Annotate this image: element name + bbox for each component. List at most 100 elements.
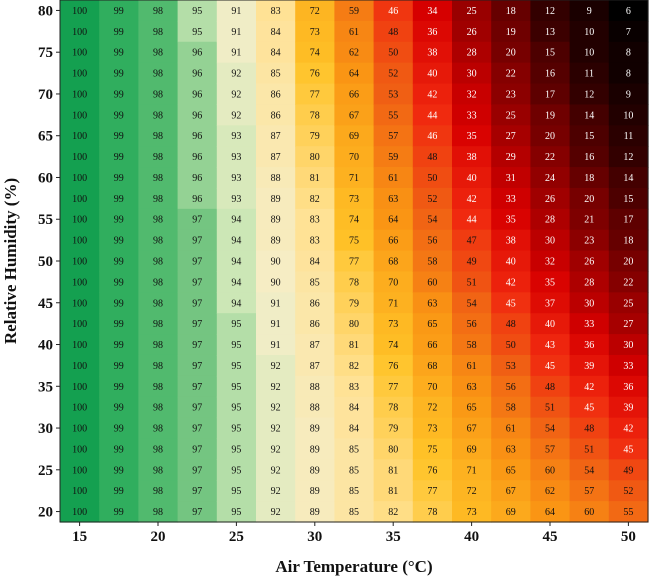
- cell-value-label: 54: [467, 298, 477, 309]
- heatmap-cell: [334, 104, 375, 126]
- cell-value-label: 97: [192, 465, 202, 476]
- heatmap-cell: [295, 0, 335, 22]
- heatmap-cell: [412, 41, 453, 64]
- cell-value-label: 19: [506, 27, 516, 38]
- cell-value-label: 99: [114, 194, 124, 205]
- cell-value-label: 99: [114, 403, 124, 414]
- cell-value-label: 67: [467, 424, 477, 435]
- heatmap-cell: [334, 167, 375, 189]
- cell-value-label: 85: [310, 277, 320, 288]
- heatmap-cell: [373, 41, 414, 64]
- heatmap-cell: [60, 250, 100, 273]
- heatmap-cell: [138, 313, 179, 335]
- heatmap-cell: [334, 271, 375, 293]
- cell-value-label: 78: [388, 403, 398, 414]
- heatmap-cell: [373, 62, 414, 85]
- cell-value-label: 94: [231, 257, 241, 268]
- cell-value-label: 93: [231, 173, 241, 184]
- heatmap-cell: [452, 334, 492, 356]
- heatmap-cell: [256, 459, 296, 481]
- heatmap-cell: [491, 480, 531, 502]
- cell-value-label: 100: [72, 27, 87, 38]
- heatmap-cell: [334, 396, 375, 419]
- cell-value-label: 30: [545, 236, 555, 247]
- cell-value-label: 63: [467, 382, 477, 393]
- cell-value-label: 98: [153, 236, 163, 247]
- heatmap-cell: [256, 187, 296, 210]
- cell-value-label: 98: [153, 465, 163, 476]
- cell-value-label: 99: [114, 277, 124, 288]
- cell-value-label: 91: [271, 319, 281, 330]
- cell-value-label: 98: [153, 507, 163, 518]
- heatmap-cell: [138, 83, 179, 105]
- cell-value-label: 33: [623, 361, 633, 372]
- heatmap-cell: [530, 417, 571, 440]
- heatmap-cell: [452, 62, 492, 85]
- cell-value-label: 93: [231, 152, 241, 163]
- cell-value-label: 92: [271, 424, 281, 435]
- heatmap-cell: [373, 208, 414, 231]
- cell-value-label: 37: [545, 298, 555, 309]
- heatmap-cell: [216, 208, 257, 231]
- cell-value-label: 67: [349, 110, 359, 121]
- heatmap-cell: [216, 187, 257, 210]
- heatmap-cell: [177, 83, 218, 105]
- heatmap-cell: [452, 20, 492, 43]
- heatmap-cell: [608, 480, 649, 502]
- heatmap-cell: [412, 83, 453, 105]
- cell-value-label: 95: [231, 486, 241, 497]
- heatmap-cell: [177, 41, 218, 64]
- cell-value-label: 96: [192, 194, 202, 205]
- cell-value-label: 71: [467, 465, 477, 476]
- cell-value-label: 94: [231, 277, 241, 288]
- cell-value-label: 8: [626, 48, 631, 59]
- cell-value-label: 18: [506, 6, 516, 17]
- cell-value-label: 83: [310, 236, 320, 247]
- heatmap-cell: [569, 438, 610, 460]
- y-axis-label: Relative Humidity (%): [1, 178, 20, 344]
- heatmap-cell: [60, 125, 100, 147]
- cell-value-label: 42: [427, 89, 437, 100]
- cell-value-label: 21: [584, 215, 594, 226]
- cell-value-label: 91: [231, 48, 241, 59]
- heatmap-cell: [295, 125, 335, 147]
- cell-value-label: 75: [349, 236, 359, 247]
- heatmap-cell: [177, 229, 218, 252]
- cell-value-label: 92: [271, 465, 281, 476]
- cell-value-label: 84: [349, 403, 359, 414]
- cell-value-label: 97: [192, 340, 202, 351]
- heatmap-cell: [60, 396, 100, 419]
- heatmap-cell: [530, 292, 571, 314]
- cell-value-label: 66: [349, 89, 359, 100]
- cell-value-label: 38: [506, 236, 516, 247]
- heatmap-cell: [295, 146, 335, 168]
- cell-value-label: 40: [545, 319, 555, 330]
- heatmap-cell: [177, 208, 218, 231]
- heatmap-cell: [334, 125, 375, 147]
- cell-value-label: 63: [388, 194, 398, 205]
- heatmap-cell: [569, 187, 610, 210]
- heatmap-cell: [608, 292, 649, 314]
- heatmap-cell: [373, 438, 414, 460]
- cell-value-label: 98: [153, 424, 163, 435]
- cell-value-label: 33: [506, 194, 516, 205]
- cell-value-label: 29: [506, 152, 516, 163]
- x-tick-label: 45: [543, 529, 558, 545]
- heatmap-cell: [60, 417, 100, 440]
- cell-value-label: 34: [427, 6, 437, 17]
- heatmap-cell: [99, 62, 139, 85]
- heatmap-cell: [373, 146, 414, 168]
- heatmap-cell: [138, 292, 179, 314]
- cell-value-label: 79: [310, 131, 320, 142]
- heatmap-cell: [373, 354, 414, 377]
- cell-value-label: 99: [114, 382, 124, 393]
- cell-value-label: 26: [545, 194, 555, 205]
- heatmap-cell: [295, 501, 335, 523]
- heatmap-cell: [569, 459, 610, 481]
- heatmap-cell: [452, 459, 492, 481]
- cell-value-label: 100: [72, 382, 87, 393]
- heatmap-cell: [412, 292, 453, 314]
- cell-value-label: 46: [388, 6, 398, 17]
- cell-value-label: 50: [506, 340, 516, 351]
- cell-value-label: 28: [545, 215, 555, 226]
